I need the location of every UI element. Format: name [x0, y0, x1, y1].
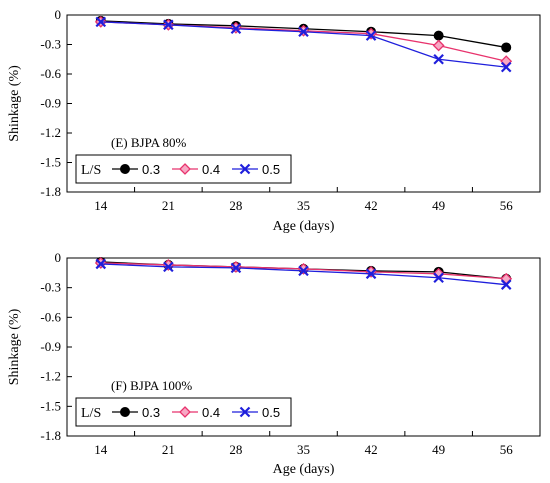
y-tick-label: -0.3 — [40, 280, 61, 295]
data-point-stroke — [230, 23, 242, 35]
data-point — [433, 53, 444, 65]
legend-item-0.3: 0.3 — [112, 405, 160, 420]
legend-label: 0.3 — [142, 162, 160, 177]
legend-label: 0.5 — [262, 405, 280, 420]
legend-marker — [239, 163, 251, 175]
series-0.5 — [95, 16, 512, 73]
x-tick-label: 21 — [162, 442, 175, 457]
x-tick-label: 49 — [432, 442, 445, 457]
legend-title: L/S — [81, 163, 101, 178]
x-tick-label: 28 — [229, 198, 242, 213]
series-0.5 — [95, 258, 512, 290]
y-tick-label: 0 — [55, 250, 62, 265]
y-axis-label: Shinkage (%) — [7, 308, 22, 385]
legend-title: L/S — [81, 406, 101, 421]
y-tick-label: -1.8 — [40, 184, 61, 199]
data-point — [230, 23, 242, 35]
data-point-stroke — [433, 53, 444, 65]
data-point — [298, 26, 309, 37]
x-tick-label: 56 — [500, 442, 514, 457]
data-point-stroke — [95, 16, 107, 28]
legend-item-0.5: 0.5 — [232, 405, 280, 420]
data-point-stroke — [365, 30, 377, 41]
data-point — [230, 262, 242, 274]
data-point-stroke — [433, 272, 444, 284]
x-tick-label: 42 — [365, 442, 378, 457]
legend-label: 0.4 — [202, 405, 220, 420]
x-tick-label: 56 — [500, 198, 514, 213]
chart-panel-2: 0 -0.3 -0.6 -0.9 -1.2 -1.5 -1.8 14 21 28 35 42 49 56 A… — [7, 250, 541, 477]
y-axis-label: Shinkage (%) — [7, 65, 22, 142]
data-point-stroke — [500, 279, 512, 290]
legend-marker — [179, 406, 191, 418]
y-tick-label: -0.9 — [40, 96, 61, 111]
x-tick-label: 21 — [162, 198, 175, 213]
data-point — [433, 30, 444, 41]
x-tick-label: 42 — [365, 198, 378, 213]
legend-marker-stroke — [239, 163, 251, 175]
panel-annotation: (F) BJPA 100% — [111, 378, 192, 393]
legend-item-0.5: 0.5 — [232, 162, 280, 177]
x-axis-label: Age (days) — [273, 462, 335, 477]
y-tick-label: -1.5 — [40, 398, 61, 413]
legend: L/S 0.3 0.4 0.5 — [75, 154, 292, 184]
legend-marker — [120, 164, 130, 174]
data-point-stroke — [298, 265, 309, 277]
y-tick-label: -1.8 — [40, 428, 61, 443]
legend-marker — [239, 406, 251, 418]
data-point — [432, 39, 445, 52]
legend-item-0.4: 0.4 — [172, 162, 220, 177]
data-point — [433, 272, 444, 284]
x-tick-label: 14 — [94, 198, 108, 213]
y-tick-label: -1.2 — [40, 125, 61, 140]
data-point-stroke — [500, 61, 512, 73]
data-point — [500, 61, 512, 73]
data-point-stroke — [230, 262, 242, 274]
panel-annotation: (E) BJPA 80% — [111, 135, 187, 150]
legend: L/S 0.3 0.4 0.5 — [75, 397, 292, 427]
legend-item-0.4: 0.4 — [172, 405, 220, 420]
data-point — [365, 30, 377, 41]
x-tick-label: 14 — [94, 442, 108, 457]
data-point-stroke — [163, 261, 174, 273]
legend-marker — [179, 163, 191, 175]
legend-marker-stroke — [239, 406, 251, 418]
y-tick-label: -0.6 — [40, 309, 61, 324]
legend-label: 0.5 — [262, 162, 280, 177]
legend-label: 0.3 — [142, 405, 160, 420]
x-axis-label: Age (days) — [273, 219, 335, 234]
data-point — [95, 16, 107, 28]
legend-item-0.3: 0.3 — [112, 162, 160, 177]
data-point — [163, 261, 174, 273]
data-point — [95, 258, 107, 270]
data-point — [501, 42, 512, 53]
data-point-stroke — [298, 26, 309, 37]
y-tick-label: -0.6 — [40, 66, 61, 81]
legend-marker — [120, 407, 130, 417]
data-point-stroke — [365, 268, 377, 280]
y-tick-label: -1.2 — [40, 369, 61, 384]
y-tick-label: -1.5 — [40, 155, 61, 170]
y-tick-label: 0 — [55, 7, 62, 22]
data-point — [298, 265, 309, 277]
x-tick-label: 35 — [297, 442, 310, 457]
x-tick-label: 28 — [229, 442, 242, 457]
data-point — [365, 268, 377, 280]
data-point-stroke — [163, 19, 174, 31]
data-point — [163, 19, 174, 31]
chart-panel-1: 0 -0.3 -0.6 -0.9 -1.2 -1.5 -1.8 14 21 28 35 42 49 56 A… — [7, 7, 541, 234]
legend-label: 0.4 — [202, 162, 220, 177]
x-tick-label: 35 — [297, 198, 310, 213]
x-tick-label: 49 — [432, 198, 445, 213]
y-tick-label: -0.3 — [40, 37, 61, 52]
data-point-stroke — [95, 258, 107, 270]
y-tick-label: -0.9 — [40, 339, 61, 354]
data-point — [500, 279, 512, 290]
